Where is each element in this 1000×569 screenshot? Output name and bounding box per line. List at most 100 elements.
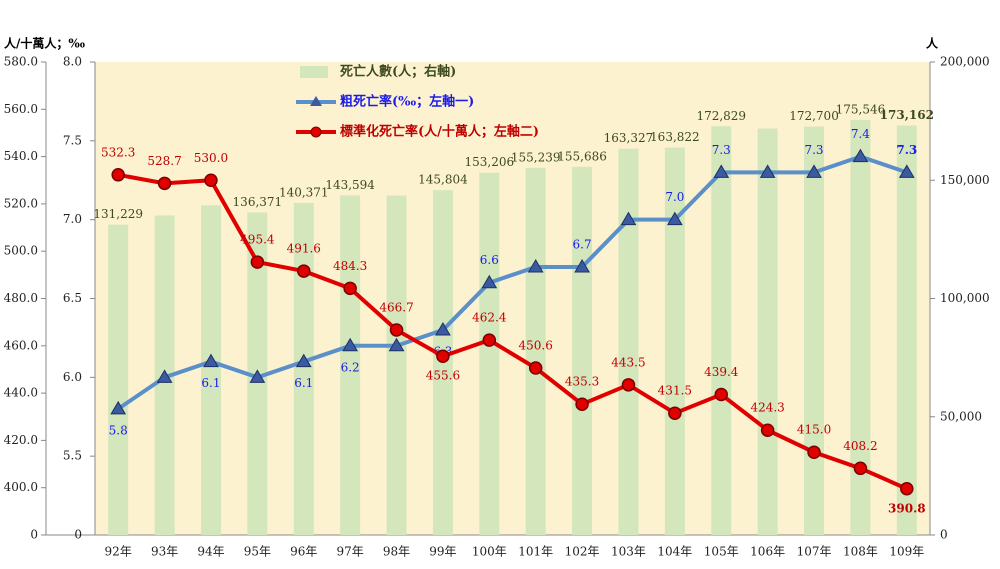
bar <box>200 205 221 535</box>
line-value-label: 7.3 <box>804 143 823 157</box>
marker <box>713 164 730 178</box>
line-value-label: 415.0 <box>797 423 831 437</box>
y3-tick-label: 400.0 <box>4 480 38 494</box>
line-value-label: 462.4 <box>472 311 507 325</box>
marker <box>760 423 775 437</box>
bar <box>896 125 917 536</box>
line-value-label: 390.8 <box>888 501 926 515</box>
bar <box>572 166 593 535</box>
marker <box>249 369 266 383</box>
y3-tick-label: 420.0 <box>4 433 38 447</box>
marker <box>900 482 914 496</box>
marker <box>342 337 359 352</box>
bar-value-label: 163,327 <box>604 131 654 145</box>
bar-value-label: 136,371 <box>233 195 283 209</box>
line-value-label: 439.4 <box>704 365 739 379</box>
bar <box>850 119 871 535</box>
bar-value-label: 155,686 <box>557 149 607 163</box>
marker <box>666 211 683 226</box>
x-tick-label: 103年 <box>611 545 646 559</box>
marker <box>203 353 219 368</box>
y-tick-label: 6.5 <box>63 291 82 305</box>
line-value-label: 495.4 <box>240 233 275 247</box>
line-value-label: 491.6 <box>287 242 321 256</box>
marker <box>481 274 498 289</box>
bar-value-label: 155,239 <box>511 150 561 164</box>
line-value-label: 7.3 <box>896 143 917 157</box>
line-value-label: 424.3 <box>750 401 784 415</box>
x-tick-label: 107年 <box>797 545 832 559</box>
x-tick-label: 101年 <box>518 545 553 559</box>
line-value-label: 7.0 <box>665 190 684 204</box>
line-value-label: 431.5 <box>658 384 692 398</box>
x-tick-label: 96年 <box>290 545 317 559</box>
bar-value-label: 131,229 <box>93 207 143 221</box>
line <box>117 172 908 491</box>
marker <box>156 369 173 383</box>
bar <box>340 195 361 535</box>
marker <box>852 148 869 163</box>
line-value-label: 6.1 <box>294 376 313 390</box>
bar <box>386 195 407 536</box>
y3-tick-label: 0 <box>30 528 38 542</box>
y2-tick-label: 200,000 <box>940 55 990 69</box>
line-value-label: 408.2 <box>843 439 877 453</box>
y2-axis-title: 人 <box>926 36 939 51</box>
marker <box>389 323 404 337</box>
y3-tick-label: 580.0 <box>4 55 38 69</box>
legend-swatch <box>310 126 322 138</box>
y3-tick-label: 540.0 <box>4 149 38 163</box>
bar <box>108 224 129 535</box>
y-axis-title: 人/十萬人；‰ <box>4 36 85 51</box>
y3-tick-label: 560.0 <box>4 102 38 116</box>
marker <box>482 333 497 347</box>
line-value-label: 6.7 <box>573 237 592 251</box>
line-value-label: 484.3 <box>333 259 367 273</box>
bar-value-label: 173,162 <box>880 108 934 122</box>
x-tick-label: 105年 <box>704 545 739 559</box>
bar <box>618 148 639 536</box>
y3-tick-label: 460.0 <box>4 338 38 352</box>
y2-tick-label: 100,000 <box>940 291 990 305</box>
legend-swatch <box>310 96 322 106</box>
marker <box>435 322 451 336</box>
plot-area <box>95 62 930 535</box>
x-tick-label: 104年 <box>657 545 692 559</box>
marker <box>714 387 728 402</box>
x-tick-label: 100年 <box>472 545 507 559</box>
marker <box>110 400 127 415</box>
bar-value-label: 153,206 <box>464 155 514 169</box>
bar-value-label: 172,700 <box>789 109 839 123</box>
bar <box>664 147 685 535</box>
line-value-label: 528.7 <box>147 154 181 168</box>
y-tick-label: 5.5 <box>63 449 82 463</box>
y3-tick-label: 520.0 <box>4 196 38 210</box>
x-tick-label: 93年 <box>151 545 178 559</box>
marker <box>528 361 543 375</box>
y-tick-label: 0 <box>74 528 82 542</box>
marker <box>297 264 311 278</box>
bar-value-label: 163,822 <box>650 130 700 144</box>
y-tick-label: 8.0 <box>63 55 82 69</box>
line-value-label: 435.3 <box>565 375 599 389</box>
x-tick-label: 94年 <box>197 545 224 559</box>
bar <box>757 128 778 535</box>
x-tick-label: 92年 <box>105 545 132 559</box>
line-value-label: 5.8 <box>109 423 128 437</box>
marker <box>343 281 357 296</box>
line-value-label: 532.3 <box>101 145 135 159</box>
bar <box>293 203 314 535</box>
bar-value-label: 143,594 <box>325 178 375 192</box>
x-tick-label: 106年 <box>750 545 785 559</box>
marker <box>668 406 682 420</box>
y3-tick-label: 500.0 <box>4 244 38 258</box>
legend-text: 死亡人數(人；右軸) <box>340 64 456 80</box>
y3-tick-label: 480.0 <box>4 291 38 305</box>
line-value-label: 450.6 <box>519 339 553 353</box>
marker <box>388 337 405 352</box>
line-value-label: 6.2 <box>341 360 360 374</box>
line-value-label: 6.6 <box>480 253 499 267</box>
line-value-label: 466.7 <box>379 300 413 314</box>
